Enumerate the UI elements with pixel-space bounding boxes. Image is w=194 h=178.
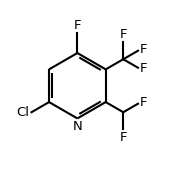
- Text: F: F: [74, 19, 81, 32]
- Text: F: F: [120, 28, 127, 41]
- Text: F: F: [139, 43, 147, 56]
- Text: F: F: [139, 62, 147, 75]
- Text: F: F: [120, 130, 127, 143]
- Text: Cl: Cl: [16, 106, 29, 119]
- Text: F: F: [139, 96, 147, 109]
- Text: N: N: [73, 120, 82, 133]
